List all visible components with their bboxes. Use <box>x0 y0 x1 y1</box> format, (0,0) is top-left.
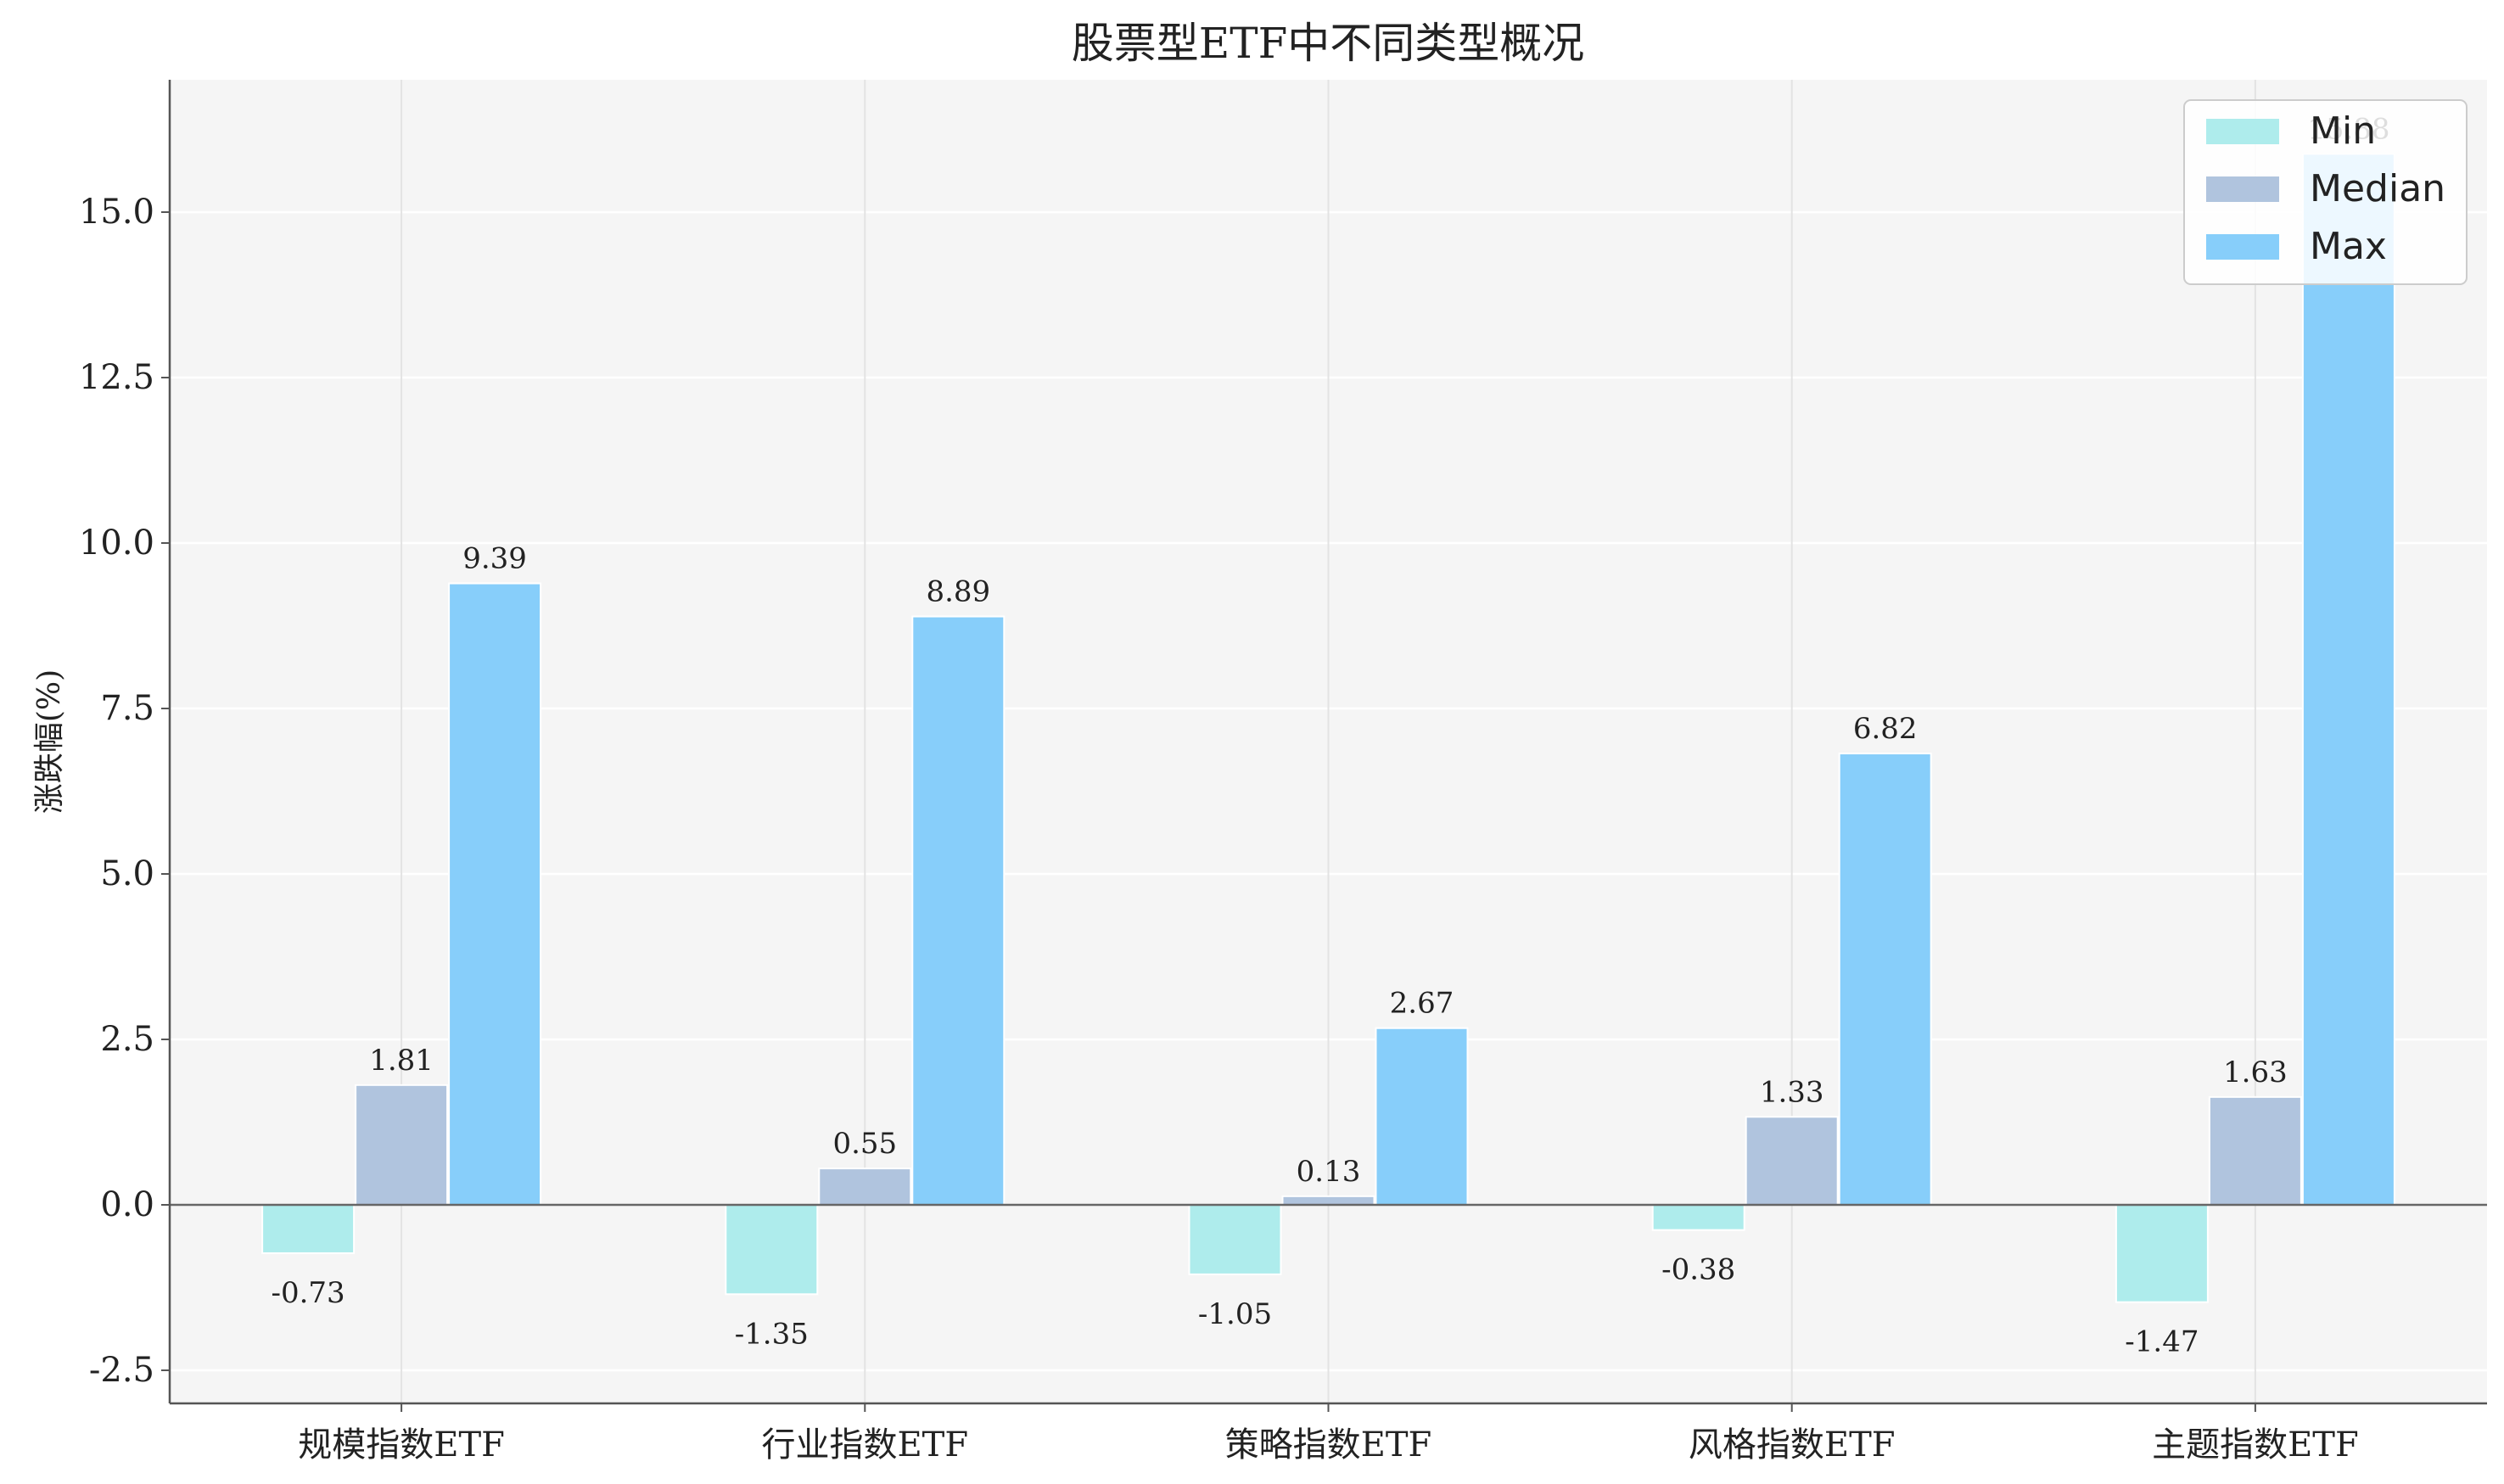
legend-label-min: Min <box>2310 109 2376 153</box>
legend-swatch-median <box>2206 176 2279 202</box>
bar-min-4 <box>1651 1204 1745 1231</box>
x-tick-label: 规模指数ETF <box>298 1425 505 1464</box>
y-tick-label: 7.5 <box>100 689 154 728</box>
data-label-median-5: 1.63 <box>2223 1056 2288 1089</box>
legend-swatch-max <box>2206 234 2279 260</box>
y-tick-label: 15.0 <box>79 193 154 232</box>
y-tick-label: 2.5 <box>100 1020 154 1059</box>
y-axis-label: 涨跌幅(%) <box>32 669 67 814</box>
x-tick-label: 风格指数ETF <box>1689 1425 1896 1464</box>
bar-median-3 <box>1281 1195 1375 1206</box>
bar-median-5 <box>2208 1095 2302 1206</box>
y-tick-label: 0.0 <box>100 1185 154 1224</box>
data-label-min-1: -0.73 <box>271 1276 345 1310</box>
bars <box>261 153 2395 1303</box>
data-label-median-2: 0.55 <box>832 1127 897 1161</box>
data-label-min-3: -1.05 <box>1198 1297 1272 1331</box>
legend-label-median: Median <box>2310 167 2445 210</box>
data-label-max-3: 2.67 <box>1390 987 1454 1021</box>
bar-max-2 <box>911 615 1006 1206</box>
y-ticks: -2.5 0.0 2.5 5.0 7.5 10.0 12.5 15.0 <box>79 193 170 1390</box>
data-label-median-4: 1.33 <box>1760 1075 1824 1109</box>
y-tick-label: 10.0 <box>79 524 154 563</box>
chart-title: 股票型ETF中不同类型概况 <box>1072 19 1585 68</box>
x-tick-label: 主题指数ETF <box>2152 1425 2359 1464</box>
data-label-median-1: 1.81 <box>369 1044 434 1078</box>
bar-max-5 <box>2301 153 2395 1207</box>
bar-max-4 <box>1838 753 1932 1206</box>
grid-lines <box>170 80 2487 1403</box>
bar-max-1 <box>448 582 542 1206</box>
legend-swatch-min <box>2206 119 2279 144</box>
bar-median-2 <box>818 1168 912 1206</box>
y-tick-label: 12.5 <box>79 358 154 397</box>
x-tick-label: 策略指数ETF <box>1225 1425 1432 1464</box>
bar-min-3 <box>1188 1204 1282 1275</box>
data-label-median-3: 0.13 <box>1297 1155 1361 1189</box>
data-label-min-4: -0.38 <box>1661 1253 1735 1287</box>
data-label-max-4: 6.82 <box>1853 712 1918 746</box>
legend: Min Median Max <box>2183 99 2468 285</box>
y-tick-label: -2.5 <box>89 1351 154 1390</box>
data-label-max-2: 8.89 <box>926 575 990 609</box>
bar-median-1 <box>355 1084 449 1206</box>
bar-min-2 <box>725 1204 819 1296</box>
legend-label-max: Max <box>2310 225 2387 268</box>
bar-min-5 <box>2115 1204 2209 1303</box>
data-label-max-1: 9.39 <box>462 542 527 576</box>
x-ticks: 规模指数ETF 行业指数ETF 策略指数ETF 风格指数ETF 主题指数ETF <box>298 1403 2359 1464</box>
y-tick-label: 5.0 <box>100 854 154 893</box>
data-label-min-2: -1.35 <box>735 1317 809 1351</box>
data-label-min-5: -1.47 <box>2125 1325 2199 1359</box>
bar-min-1 <box>261 1204 356 1254</box>
x-tick-label: 行业指数ETF <box>761 1425 968 1464</box>
bar-median-4 <box>1745 1116 1839 1207</box>
bar-max-3 <box>1375 1027 1469 1206</box>
